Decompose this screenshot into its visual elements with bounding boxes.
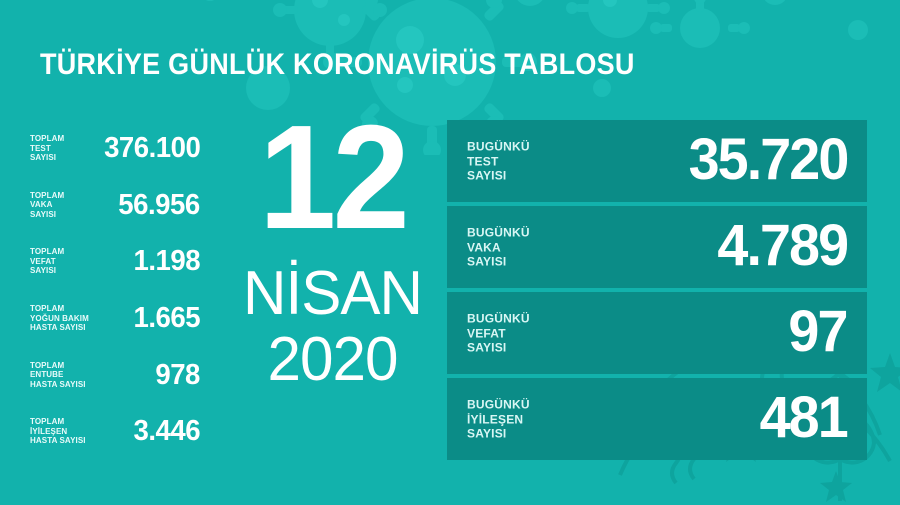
label-line-3: SAYISI (467, 340, 507, 355)
label-line-2: TEST (467, 153, 499, 168)
label-line-3: SAYISI (30, 266, 57, 276)
total-label-test: TOPLAM TEST SAYISI (30, 134, 64, 163)
daily-label-case: BUGÜNKÜ VAKA SAYISI (467, 225, 530, 269)
total-label-intubated: TOPLAM ENTUBE HASTA SAYISI (30, 360, 86, 389)
label-line-3: HASTA SAYISI (30, 322, 86, 332)
label-line-1: TOPLAM (30, 303, 65, 313)
totals-column: TOPLAM TEST SAYISI 376.100 TOPLAM VAKA S… (30, 120, 200, 460)
daily-card-case: BUGÜNKÜ VAKA SAYISI 4.789 (447, 206, 867, 288)
label-line-3: SAYISI (467, 254, 507, 269)
daily-label-test: BUGÜNKÜ TEST SAYISI (467, 139, 530, 183)
total-label-intensive-care: TOPLAM YOĞUN BAKIM HASTA SAYISI (30, 304, 89, 333)
daily-label-death: BUGÜNKÜ VEFAT SAYISI (467, 311, 530, 355)
date-month: NİSAN (243, 259, 423, 328)
label-line-1: BUGÜNKÜ (467, 139, 530, 154)
label-line-1: TOPLAM (30, 360, 65, 370)
total-value-test: 376.100 (103, 132, 201, 165)
label-line-1: TOPLAM (30, 417, 65, 427)
label-line-3: HASTA SAYISI (30, 379, 86, 389)
label-line-3: SAYISI (467, 426, 507, 441)
total-value-intensive-care: 1.665 (133, 302, 200, 335)
daily-card-death: BUGÜNKÜ VEFAT SAYISI 97 (447, 292, 867, 374)
daily-card-recovered: BUGÜNKÜ İYİLEŞEN SAYISI 481 (447, 378, 867, 460)
daily-cards-column: BUGÜNKÜ TEST SAYISI 35.720 BUGÜNKÜ VAKA … (447, 120, 867, 460)
label-line-2: İYİLEŞEN (467, 411, 524, 426)
label-line-1: TOPLAM (30, 190, 65, 200)
label-line-2: TEST (30, 143, 51, 153)
date-block: 12 NİSAN 2020 (225, 95, 440, 460)
label-line-2: VAKA (30, 200, 53, 210)
label-line-2: YOĞUN BAKIM (30, 313, 89, 323)
label-line-1: BUGÜNKÜ (467, 225, 530, 240)
label-line-3: SAYISI (30, 153, 57, 163)
label-line-3: HASTA SAYISI (30, 436, 86, 446)
total-value-intubated: 978 (155, 358, 200, 391)
label-line-2: ENTUBE (30, 369, 64, 379)
label-line-1: BUGÜNKÜ (467, 311, 530, 326)
daily-value-test: 35.720 (688, 126, 849, 192)
daily-value-case: 4.789 (717, 212, 849, 278)
label-line-2: VEFAT (30, 256, 56, 266)
total-row-case: TOPLAM VAKA SAYISI 56.956 (30, 177, 200, 234)
total-row-death: TOPLAM VEFAT SAYISI 1.198 (30, 233, 200, 290)
label-line-1: TOPLAM (30, 134, 65, 144)
label-line-3: SAYISI (30, 209, 57, 219)
total-value-recovered: 3.446 (133, 415, 200, 448)
total-row-intensive-care: TOPLAM YOĞUN BAKIM HASTA SAYISI 1.665 (30, 290, 200, 347)
daily-label-recovered: BUGÜNKÜ İYİLEŞEN SAYISI (467, 397, 530, 441)
label-line-2: VEFAT (467, 325, 506, 340)
daily-value-death: 97 (788, 298, 849, 364)
total-row-intubated: TOPLAM ENTUBE HASTA SAYISI 978 (30, 346, 200, 403)
daily-value-recovered: 481 (759, 384, 849, 450)
label-line-2: İYİLEŞEN (30, 426, 68, 436)
date-year: 2020 (267, 325, 399, 394)
label-line-1: BUGÜNKÜ (467, 397, 530, 412)
total-value-case: 56.956 (118, 188, 201, 221)
total-row-test: TOPLAM TEST SAYISI 376.100 (30, 120, 200, 177)
total-label-death: TOPLAM VEFAT SAYISI (30, 247, 64, 276)
page-title: TÜRKİYE GÜNLÜK KORONAVİRÜS TABLOSU (40, 48, 635, 81)
label-line-3: SAYISI (467, 168, 507, 183)
total-row-recovered: TOPLAM İYİLEŞEN HASTA SAYISI 3.446 (30, 403, 200, 460)
total-value-death: 1.198 (133, 245, 200, 278)
total-label-case: TOPLAM VAKA SAYISI (30, 191, 64, 220)
daily-card-test: BUGÜNKÜ TEST SAYISI 35.720 (447, 120, 867, 202)
total-label-recovered: TOPLAM İYİLEŞEN HASTA SAYISI (30, 417, 86, 446)
label-line-1: TOPLAM (30, 247, 65, 257)
label-line-2: VAKA (467, 239, 501, 254)
date-day: 12 (258, 95, 410, 260)
